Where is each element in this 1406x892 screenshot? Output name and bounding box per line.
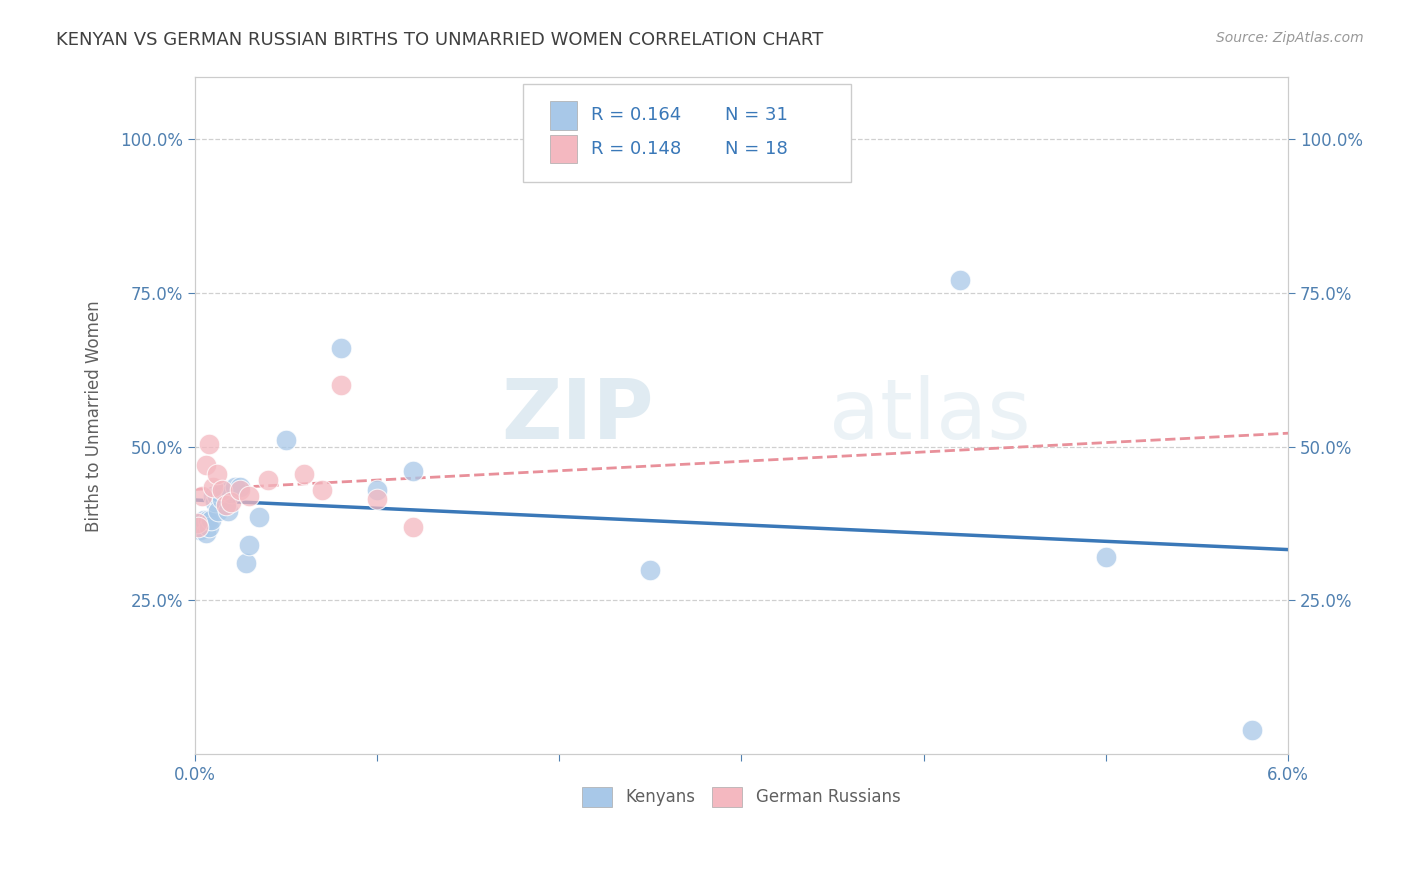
Bar [550,135,578,163]
Point [274,434,297,448]
Point [188,523,211,537]
Point [329,341,352,355]
Text: R = 0.148: R = 0.148 [591,140,681,158]
Point [640,563,662,577]
Point [219,485,242,500]
Point [191,489,214,503]
Point [186,516,208,531]
Point [212,483,235,497]
Point [247,510,270,524]
Point [187,519,209,533]
Point [402,519,425,533]
Point [219,495,242,509]
Point [201,489,224,503]
Point [329,378,352,392]
Point [292,467,315,482]
Point [949,273,972,287]
Point [187,519,209,533]
Point [1095,550,1118,565]
Point [194,525,217,540]
Point [238,489,260,503]
Point [1240,723,1263,737]
Text: R = 0.164: R = 0.164 [591,106,681,124]
Point [209,485,232,500]
Point [238,538,260,552]
Text: N = 31: N = 31 [725,106,787,124]
Point [229,483,252,497]
Point [366,483,388,497]
Text: ZIP: ZIP [502,376,654,457]
Point [217,504,239,518]
Point [200,513,222,527]
Point [194,458,217,472]
Point [235,557,257,571]
Point [211,483,233,497]
Point [198,436,221,450]
FancyBboxPatch shape [523,84,851,182]
Text: KENYAN VS GERMAN RUSSIAN BIRTHS TO UNMARRIED WOMEN CORRELATION CHART: KENYAN VS GERMAN RUSSIAN BIRTHS TO UNMAR… [56,31,824,49]
Point [186,516,208,531]
Text: Source: ZipAtlas.com: Source: ZipAtlas.com [1216,31,1364,45]
Point [366,491,388,506]
Legend: Kenyans, German Russians: Kenyans, German Russians [575,780,907,814]
Point [256,474,278,488]
Point [207,504,229,518]
Point [205,467,228,482]
Point [197,513,219,527]
Point [201,479,224,493]
Point [215,498,238,512]
Point [205,489,228,503]
Bar [550,101,578,129]
Point [211,491,233,506]
Point [402,464,425,478]
Y-axis label: Births to Unmarried Women: Births to Unmarried Women [86,300,103,532]
Point [311,483,333,497]
Point [229,479,252,493]
Text: N = 18: N = 18 [725,140,787,158]
Point [198,519,221,533]
Point [193,513,215,527]
Text: atlas: atlas [830,376,1031,457]
Point [204,495,226,509]
Point [191,516,214,531]
Point [224,479,246,493]
